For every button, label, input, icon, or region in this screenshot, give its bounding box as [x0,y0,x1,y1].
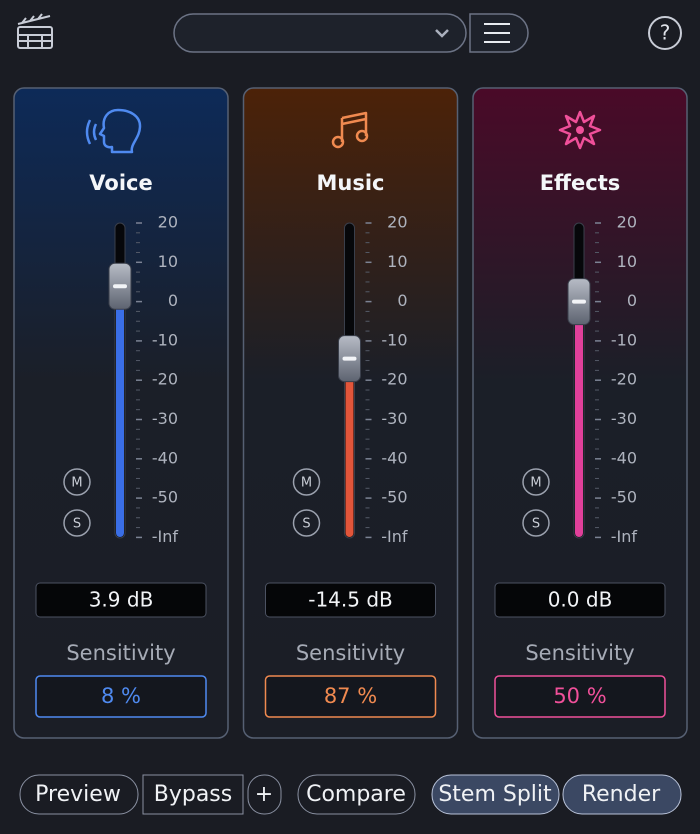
solo-label: S [73,517,81,532]
scale-label: -30 [611,409,637,428]
dropdown-arrow [435,29,449,38]
channels: Voice 20 10 0 -10 -20 -30 -40 -50 -Inf M S 3.9 dB Sen… [13,87,688,739]
handle-line [342,356,357,361]
gain-label: -14.5 dB [308,588,393,612]
solo-button[interactable] [522,509,550,537]
scale-label: 10 [158,252,178,271]
mute-label: M [71,476,82,491]
scale-label: -20 [152,370,178,389]
mute-button[interactable] [522,468,550,496]
note-head [355,129,369,143]
scale-label: -30 [381,409,407,428]
help-label: ? [660,21,671,45]
burst-core [576,126,584,134]
add-label: + [255,782,273,807]
sensitivity-value: 50 % [553,684,606,708]
solo-label: S [532,517,540,532]
scale-label: -10 [611,330,637,349]
channel-icon [85,108,142,154]
bypass-label: Bypass [154,782,232,807]
scale-label: -10 [152,330,178,349]
scale-label: 10 [617,252,637,271]
sensitivity-box[interactable] [35,675,207,718]
clapper-icon[interactable] [17,13,53,49]
scale-label: -10 [381,330,407,349]
mute-button[interactable] [63,468,91,496]
scale-label: -50 [611,488,637,507]
sensitivity-value: 87 % [324,684,377,708]
fader-fill [116,286,124,537]
scale-label: -40 [152,448,178,467]
solo-button[interactable] [292,509,321,537]
render-button[interactable] [562,774,682,815]
sensitivity-box[interactable] [494,675,666,718]
scale-label: 0 [397,291,407,310]
scale-label: -30 [152,409,178,428]
stem-split-button[interactable] [431,774,560,815]
scale-label: 20 [617,213,637,232]
scale-label: -Inf [611,527,638,546]
compare-label: Compare [306,782,406,807]
gain-box[interactable] [35,582,207,618]
mute-label: M [301,476,312,491]
handle-line [572,299,586,304]
fader-fill [345,358,354,537]
preset-dropdown[interactable] [173,13,467,53]
scale-label: -40 [381,448,407,467]
scale-label: 20 [387,213,407,232]
scale-label: 0 [627,291,637,310]
mute-button[interactable] [292,468,321,496]
channel-strip: Voice 20 10 0 -10 -20 -30 -40 -50 -Inf M S 3.9 dB Sen… [13,87,229,739]
stem-split-label: Stem Split [438,782,552,807]
note-head [331,135,345,149]
solo-label: S [302,517,310,532]
fader-fill [575,301,583,537]
gain-box[interactable] [494,582,666,618]
add-button[interactable] [247,774,282,815]
footer: Preview Bypass + Compare Stem Split Rend… [19,774,682,815]
scale-label: 0 [168,291,178,310]
channel-strip: Effects 20 10 0 -10 -20 -30 -40 -50 -Inf M S 0.0 dB S… [472,87,688,739]
scale-label: -20 [381,370,407,389]
scale-label: -Inf [381,527,408,546]
sensitivity-box[interactable] [264,675,437,718]
solo-button[interactable] [63,509,91,537]
preview-label: Preview [35,782,121,807]
channel-name: Music [317,171,385,195]
scale-label: -50 [152,488,178,507]
scale-label: -50 [381,488,407,507]
mute-label: M [530,476,541,491]
channel-name: Effects [540,171,621,195]
gain-label: 3.9 dB [89,588,154,612]
channel-name: Voice [89,171,152,195]
gain-label: 0.0 dB [548,588,613,612]
preview-button[interactable] [19,774,139,815]
scale-label: 20 [158,213,178,232]
sensitivity-title: Sensitivity [525,641,634,665]
scale-label: -20 [611,370,637,389]
scale-label: -Inf [152,527,179,546]
menu-icon [484,23,510,43]
scale-label: -40 [611,448,637,467]
render-label: Render [582,782,661,807]
sensitivity-value: 8 % [101,684,141,708]
sensitivity-title: Sensitivity [296,641,405,665]
help-button[interactable] [648,16,682,50]
channel-icon [558,110,602,150]
bypass-button[interactable] [142,774,244,815]
sensitivity-title: Sensitivity [66,641,175,665]
compare-button[interactable] [297,774,416,815]
gain-box[interactable] [265,582,436,618]
scale-label: 10 [387,252,407,271]
handle-line [113,284,127,289]
